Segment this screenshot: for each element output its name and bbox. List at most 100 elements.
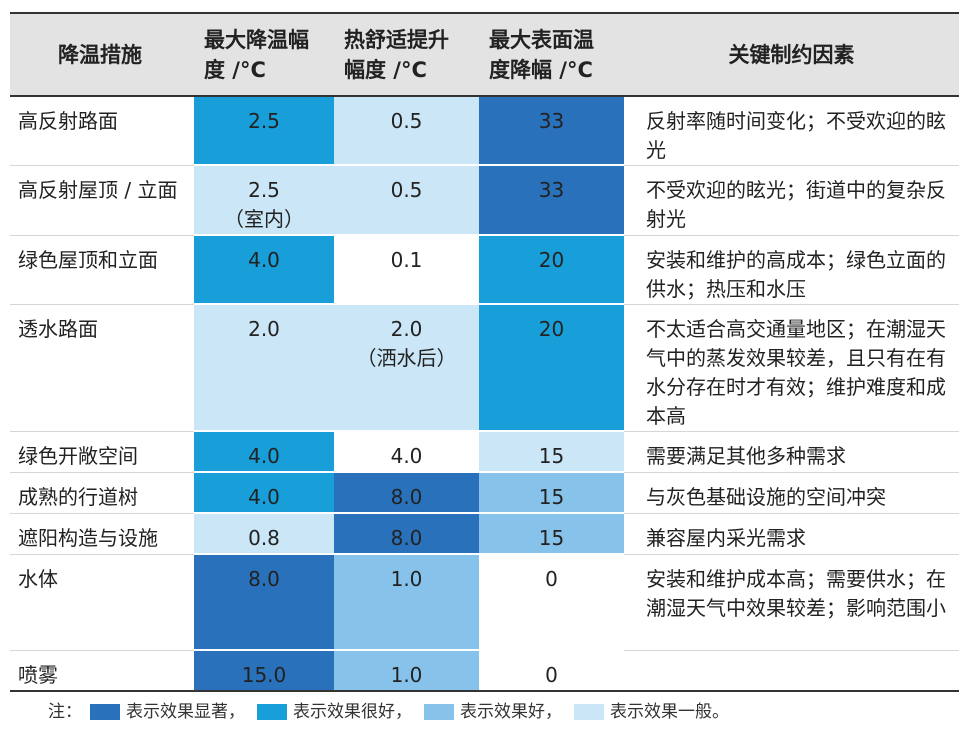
surface-cell: 20	[479, 236, 624, 305]
comfort-cell: 2.0 （洒水后）	[334, 305, 479, 432]
surface-cell-text: 0	[545, 663, 558, 687]
surface-cell-text: 33	[538, 178, 565, 202]
surface-cell: 0	[479, 651, 624, 692]
comfort-cell-text: 8.0	[390, 526, 423, 550]
comfort-cell: 0.5	[334, 97, 479, 166]
legend-swatch-significant	[90, 704, 120, 720]
measure-name-cell-text: 成熟的行道树	[18, 485, 138, 509]
comfort-cell-text: 1.0	[390, 663, 423, 687]
max-cooling-cell-text: 4.0	[248, 444, 280, 468]
table-row: 水体 8.0 1.0 0 安装和维护成本高；需要供水；在潮湿天气中效果较差；影响范围小	[10, 555, 959, 651]
surface-cell: 33	[479, 166, 624, 236]
header-surface: 最大表面温 度降幅 /°C	[479, 12, 624, 97]
max-cooling-cell: 8.0	[194, 555, 334, 651]
header-surface-line2: 度降幅 /°C	[489, 57, 593, 82]
comfort-cell-text: 0.5	[390, 109, 423, 133]
surface-cell: 0	[479, 555, 624, 651]
legend-label-general: 表示效果一般。	[610, 702, 729, 722]
constraint-cell-text: 安装和维护的高成本；绿色立面的供水；热压和水压	[646, 248, 946, 301]
legend-swatch-good	[424, 704, 454, 720]
constraint-cell: 需要满足其他多种需求	[624, 432, 959, 473]
comfort-cell-text: （洒水后）	[356, 346, 457, 370]
legend-label-significant: 表示效果显著，	[126, 702, 245, 722]
surface-cell-text: 15	[538, 485, 565, 509]
constraint-cell-text: 不太适合高交通量地区；在潮湿天气中的蒸发效果较差，且只有在有水分存在时才有效；维…	[646, 317, 946, 428]
comfort-cell: 4.0	[334, 432, 479, 473]
measure-name-cell: 水体	[10, 555, 194, 651]
max-cooling-cell: 4.0	[194, 432, 334, 473]
measure-name-cell-text: 高反射屋顶 / 立面	[18, 178, 178, 202]
constraint-cell-text: 反射率随时间变化；不受欢迎的眩光	[646, 109, 946, 162]
comfort-cell-text: 0.1	[390, 248, 423, 272]
legend-label-very-good: 表示效果很好，	[293, 702, 412, 722]
max-cooling-cell-text: 15.0	[241, 663, 287, 687]
cooling-measures-table: 降温措施 最大降温幅 度 /°C 热舒适提升 幅度 /°C 最大表面温 度降幅 …	[10, 12, 959, 692]
header-comfort-line2: 幅度 /°C	[344, 57, 427, 82]
constraint-cell-text: 安装和维护成本高；需要供水；在潮湿天气中效果较差；影响范围小	[646, 567, 946, 620]
max-cooling-cell: 2.5	[194, 97, 334, 166]
constraint-cell	[624, 651, 959, 692]
measure-name-cell-text: 水体	[18, 567, 58, 591]
constraint-cell-text: 与灰色基础设施的空间冲突	[646, 485, 886, 509]
max-cooling-cell-text: 4.0	[248, 485, 280, 509]
table-row: 绿色屋顶和立面 4.0 0.1 20 安装和维护的高成本；绿色立面的供水；热压和水压	[10, 236, 959, 305]
comfort-cell: 1.0	[334, 555, 479, 651]
max-cooling-cell-text: 8.0	[248, 567, 280, 591]
constraint-cell-text: 不受欢迎的眩光；街道中的复杂反射光	[646, 178, 946, 231]
legend-item-very-good: 表示效果很好，	[249, 700, 412, 724]
measure-name-cell-text: 遮阳构造与设施	[18, 526, 158, 550]
surface-cell-text: 15	[538, 444, 565, 468]
max-cooling-cell: 15.0	[194, 651, 334, 692]
table-header: 降温措施 最大降温幅 度 /°C 热舒适提升 幅度 /°C 最大表面温 度降幅 …	[10, 12, 959, 97]
table-body: 高反射路面 2.5 0.5 33 反射率随时间变化；不受欢迎的眩光 高反射屋顶 / 立面 2…	[10, 97, 959, 692]
comfort-cell: 8.0	[334, 514, 479, 555]
measure-name-cell: 绿色开敞空间	[10, 432, 194, 473]
legend-item-good: 表示效果好，	[416, 700, 562, 724]
measure-name-cell: 遮阳构造与设施	[10, 514, 194, 555]
max-cooling-cell: 2.0	[194, 305, 334, 432]
legend-item-significant: 表示效果显著，	[82, 700, 245, 724]
measure-name-cell-text: 绿色屋顶和立面	[18, 248, 158, 272]
measure-name-cell-text: 喷雾	[18, 663, 58, 687]
header-max-cooling-line2: 度 /°C	[204, 57, 266, 82]
measure-name-cell: 透水路面	[10, 305, 194, 432]
comfort-cell-text: 0.5	[390, 178, 423, 202]
measure-name-cell: 绿色屋顶和立面	[10, 236, 194, 305]
legend-item-general: 表示效果一般。	[566, 700, 729, 724]
constraint-cell: 安装和维护成本高；需要供水；在潮湿天气中效果较差；影响范围小	[624, 555, 959, 651]
table-row: 高反射屋顶 / 立面 2.5 （室内） 0.5 33 不受欢迎的眩光；街道中的复杂反射光	[10, 166, 959, 236]
comfort-cell-text: 1.0	[390, 567, 423, 591]
surface-cell: 33	[479, 97, 624, 166]
comfort-cell: 0.1	[334, 236, 479, 305]
header-constraints: 关键制约因素	[624, 12, 959, 97]
measure-name-cell-text: 绿色开敞空间	[18, 444, 138, 468]
surface-cell: 15	[479, 514, 624, 555]
constraint-cell: 兼容屋内采光需求	[624, 514, 959, 555]
constraint-cell: 安装和维护的高成本；绿色立面的供水；热压和水压	[624, 236, 959, 305]
constraint-cell: 与灰色基础设施的空间冲突	[624, 473, 959, 514]
max-cooling-cell: 2.5 （室内）	[194, 166, 334, 236]
measure-name-cell: 喷雾	[10, 651, 194, 692]
max-cooling-cell-text: 2.5	[248, 178, 280, 202]
max-cooling-cell-text: 0.8	[248, 526, 280, 550]
comfort-cell-text: 4.0	[390, 444, 423, 468]
surface-cell-text: 15	[538, 526, 565, 550]
max-cooling-cell-text: 2.5	[248, 109, 280, 133]
comfort-cell-text: 8.0	[390, 485, 423, 509]
surface-cell-text: 20	[538, 248, 565, 272]
constraint-cell-text: 需要满足其他多种需求	[646, 444, 846, 468]
header-max-cooling: 最大降温幅 度 /°C	[194, 12, 334, 97]
comfort-cell: 0.5	[334, 166, 479, 236]
comfort-cell-text: 2.0	[390, 317, 423, 341]
header-max-cooling-line1: 最大降温幅	[204, 27, 309, 52]
header-measure: 降温措施	[10, 12, 194, 97]
surface-cell-text: 33	[538, 109, 565, 133]
header-surface-line1: 最大表面温	[489, 27, 594, 52]
table-row: 喷雾 15.0 1.0 0	[10, 651, 959, 692]
table-row: 成熟的行道树 4.0 8.0 15 与灰色基础设施的空间冲突	[10, 473, 959, 514]
comfort-cell: 8.0	[334, 473, 479, 514]
max-cooling-cell-text: 4.0	[248, 248, 280, 272]
legend-swatch-general	[574, 704, 604, 720]
legend-label-good: 表示效果好，	[460, 702, 562, 722]
legend-prefix: 注：	[48, 702, 82, 722]
